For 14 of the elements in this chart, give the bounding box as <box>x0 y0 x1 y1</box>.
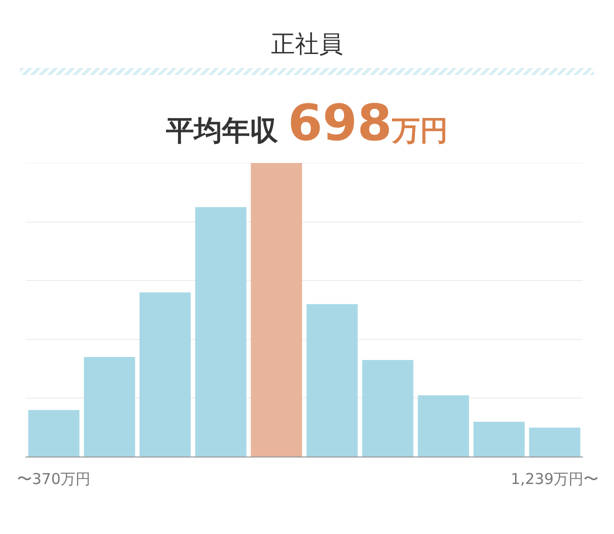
bar <box>250 163 302 456</box>
bar <box>529 428 580 456</box>
bar <box>362 360 414 456</box>
chart-title: 正社員 <box>270 29 344 60</box>
bar <box>418 395 470 456</box>
chart-subtitle: 平均年収 698万円 <box>166 94 448 152</box>
x-tick-label: 〜370万円 <box>17 470 91 488</box>
bar <box>28 410 80 456</box>
x-tick-label: 1,239万円〜 <box>510 470 599 488</box>
bar <box>84 357 136 456</box>
bar <box>306 304 358 456</box>
bar <box>195 207 246 456</box>
bar <box>140 292 191 456</box>
bar <box>473 422 525 456</box>
